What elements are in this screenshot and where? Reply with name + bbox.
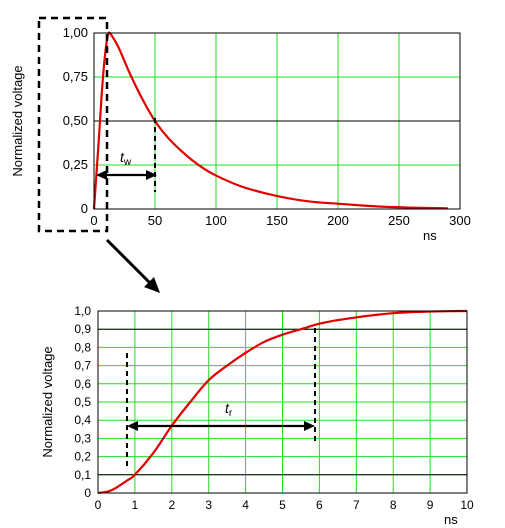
- tr-dimension: tr: [126, 328, 316, 470]
- tr-arrowhead-left: [127, 421, 138, 431]
- y-tick-label: 0,50: [63, 113, 88, 128]
- tr-arrowhead-right: [304, 421, 315, 431]
- tr-subscript: r: [229, 408, 233, 419]
- x-tick-label: 0: [95, 498, 102, 512]
- x-tick-label: 9: [427, 498, 434, 512]
- y-tick-label: 0,4: [74, 413, 91, 427]
- x-tick-label: 300: [449, 213, 471, 228]
- bottom-y-axis-title: Normalized voltage: [40, 346, 55, 457]
- y-tick-label: 0,9: [74, 322, 91, 336]
- tr-label: tr: [225, 400, 233, 419]
- y-tick-label: 0,7: [74, 359, 91, 373]
- y-tick-label: 0: [81, 201, 88, 216]
- x-tick-label: 150: [266, 213, 288, 228]
- x-tick-label: 7: [353, 498, 360, 512]
- bottom-rise-curve: [97, 309, 468, 495]
- y-tick-label: 0,1: [74, 468, 91, 482]
- top-x-axis-unit: ns: [423, 228, 437, 243]
- zoom-arrowhead: [144, 277, 160, 293]
- tw-dimension: tw: [96, 118, 157, 192]
- y-tick-label: 0,8: [74, 340, 91, 354]
- x-tick-label: 100: [205, 213, 227, 228]
- bottom-grid: [98, 311, 467, 493]
- y-tick-label: 0,5: [74, 395, 91, 409]
- top-chart: 0 50 100 150 200 250 300 0 0,25 0,50 0,75 1,00 Nor…: [10, 16, 471, 243]
- bottom-chart: 0 1 2 3 4 5 6 7 8 9 10 0 0,1 0,2 0,3 0,4 0,5 0,6 0,7 0,8 0,…: [40, 304, 474, 527]
- zoom-arrow: [105, 238, 160, 293]
- x-tick-label: 2: [168, 498, 175, 512]
- tw-arrowhead-left: [96, 170, 107, 180]
- x-tick-label: 250: [388, 213, 410, 228]
- top-y-axis-title: Normalized voltage: [10, 65, 25, 176]
- y-tick-label: 0: [84, 486, 91, 500]
- y-tick-label: 0,6: [74, 377, 91, 391]
- x-tick-label: 4: [242, 498, 249, 512]
- x-tick-label: 10: [460, 498, 474, 512]
- x-tick-label: 5: [279, 498, 286, 512]
- y-tick-label: 0,2: [74, 450, 91, 464]
- tw-label: tw: [120, 149, 132, 168]
- top-pulse-curve: [92, 31, 448, 210]
- zoom-arrow-shaft: [105, 238, 154, 287]
- x-tick-label: 50: [148, 213, 162, 228]
- bottom-reference-lines: [98, 328, 467, 476]
- y-tick-label: 1,00: [63, 25, 88, 40]
- y-tick-label: 0,75: [63, 69, 88, 84]
- x-tick-label: 1: [132, 498, 139, 512]
- y-tick-label: 1,0: [74, 304, 91, 318]
- bottom-x-axis-unit: ns: [444, 512, 458, 527]
- y-tick-label: 0,3: [74, 431, 91, 445]
- x-tick-label: 6: [316, 498, 323, 512]
- x-tick-label: 200: [327, 213, 349, 228]
- tw-arrowhead-right: [146, 170, 157, 180]
- zoom-region-box: [37, 16, 109, 233]
- bottom-plot-frame: [97, 310, 468, 494]
- x-tick-label: 3: [205, 498, 212, 512]
- top-y-tick-labels: 0 0,25 0,50 0,75 1,00: [63, 25, 88, 216]
- top-plot-frame: [93, 32, 461, 210]
- y-tick-label: 0,25: [63, 157, 88, 172]
- x-tick-label: 0: [90, 213, 97, 228]
- bottom-y-tick-labels: 0 0,1 0,2 0,3 0,4 0,5 0,6 0,7 0,8 0,9 1,0: [74, 304, 91, 500]
- tw-subscript: w: [123, 157, 132, 168]
- top-x-tick-labels: 0 50 100 150 200 250 300: [90, 213, 470, 228]
- x-tick-label: 8: [390, 498, 397, 512]
- bottom-x-tick-labels: 0 1 2 3 4 5 6 7 8 9 10: [95, 498, 474, 512]
